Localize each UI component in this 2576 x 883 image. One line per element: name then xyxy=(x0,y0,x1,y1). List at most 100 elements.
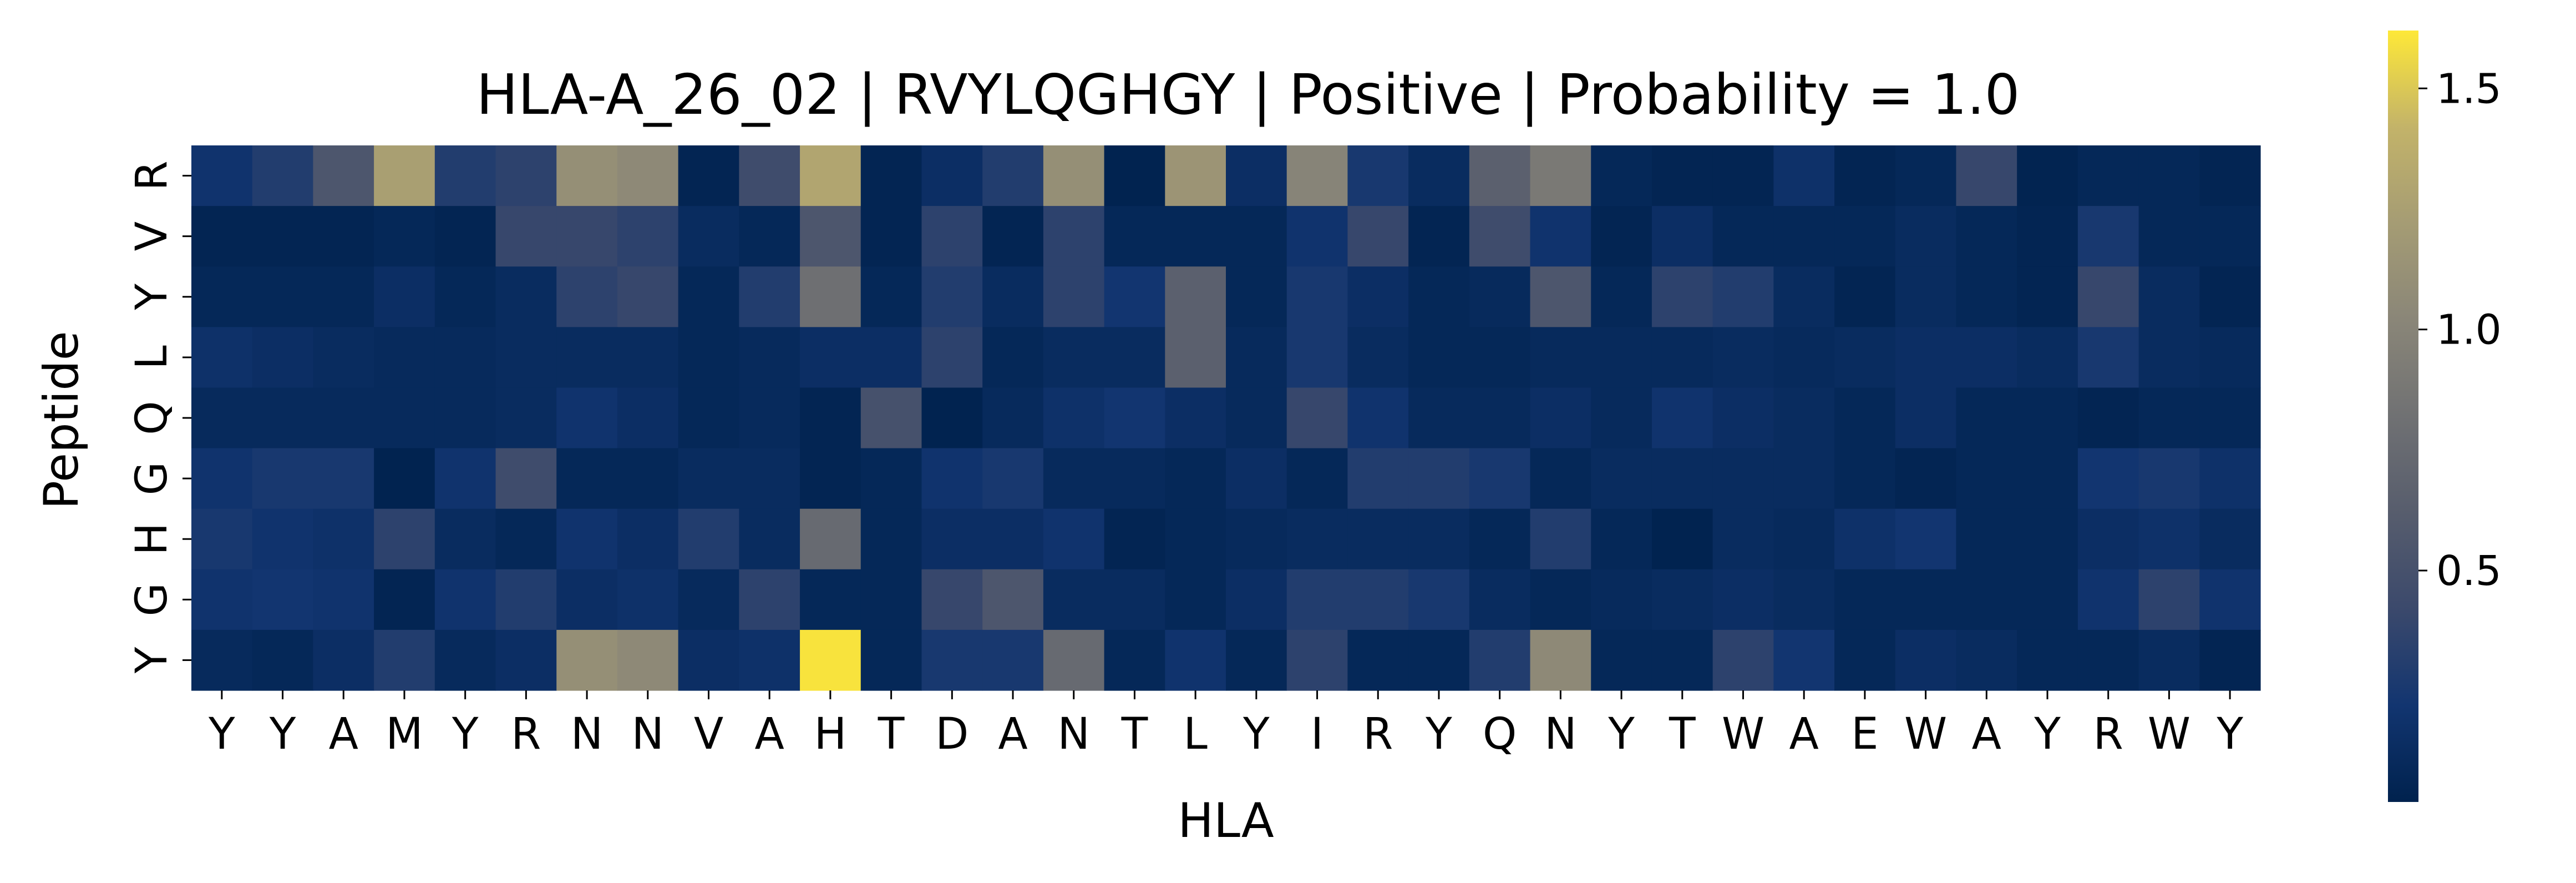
heatmap-cell xyxy=(374,206,435,267)
heatmap-cell xyxy=(1651,448,1713,509)
heatmap-cell xyxy=(1530,508,1591,570)
heatmap-cell xyxy=(1834,508,1896,570)
heatmap-cell xyxy=(1773,387,1835,449)
heatmap-cell xyxy=(1043,206,1105,267)
heatmap-cell xyxy=(1408,448,1470,509)
heatmap-cell xyxy=(860,569,922,630)
heatmap-cells xyxy=(191,145,2261,691)
x-tick-label: A xyxy=(1789,709,1819,759)
heatmap-cell xyxy=(434,569,496,630)
heatmap-cell xyxy=(1591,448,1652,509)
heatmap-cell xyxy=(1895,629,1957,691)
heatmap-cell xyxy=(1895,327,1957,388)
heatmap-cell xyxy=(313,145,374,206)
heatmap-cell xyxy=(1651,266,1713,327)
heatmap-cell xyxy=(1104,569,1165,630)
heatmap-cell xyxy=(1591,266,1652,327)
heatmap-cell xyxy=(313,569,374,630)
heatmap-cell xyxy=(1104,206,1165,267)
heatmap-cell xyxy=(1043,327,1105,388)
heatmap-cell xyxy=(2077,448,2139,509)
y-tick-label: L xyxy=(127,345,177,370)
heatmap-cell xyxy=(1469,327,1531,388)
heatmap-cell xyxy=(1651,508,1713,570)
heatmap-cell xyxy=(1530,629,1591,691)
heatmap-cell xyxy=(1834,266,1896,327)
y-axis-label: Peptide xyxy=(34,331,89,509)
y-tick-label: V xyxy=(127,221,177,251)
x-tick-label: Y xyxy=(1425,709,1452,759)
heatmap-cell xyxy=(1165,508,1226,570)
colorbar-ticks: 0.5 1.0 1.5 xyxy=(2418,65,2502,595)
heatmap-cell xyxy=(678,508,739,570)
heatmap-cell xyxy=(2077,569,2139,630)
heatmap-cell xyxy=(374,629,435,691)
heatmap-cell xyxy=(1408,629,1470,691)
heatmap-cell xyxy=(2199,266,2261,327)
heatmap-cell xyxy=(374,327,435,388)
heatmap-cell xyxy=(1226,508,1287,570)
x-tick-label: N xyxy=(632,709,664,759)
heatmap-cell xyxy=(2138,145,2200,206)
heatmap-cell xyxy=(1712,387,1774,449)
heatmap-cell xyxy=(495,629,557,691)
heatmap-cell xyxy=(434,629,496,691)
heatmap-cell xyxy=(1165,629,1226,691)
heatmap-cell xyxy=(2017,327,2078,388)
heatmap-cell xyxy=(1651,387,1713,449)
x-tick-label: N xyxy=(1544,709,1576,759)
heatmap-cell xyxy=(860,629,922,691)
x-tick-label: A xyxy=(998,709,1027,759)
heatmap-cell xyxy=(556,327,618,388)
heatmap-cell xyxy=(921,508,983,570)
heatmap-cell xyxy=(1286,327,1348,388)
heatmap-cell xyxy=(1226,387,1287,449)
heatmap-cell xyxy=(556,629,618,691)
heatmap-cell xyxy=(1530,569,1591,630)
heatmap-cell xyxy=(1104,448,1165,509)
heatmap-cell xyxy=(617,206,679,267)
heatmap-cell xyxy=(2077,387,2139,449)
heatmap-cell xyxy=(374,266,435,327)
heatmap-cell xyxy=(2017,508,2078,570)
heatmap-cell xyxy=(617,508,679,570)
heatmap-cell xyxy=(860,448,922,509)
heatmap-cell xyxy=(1104,327,1165,388)
heatmap-cell xyxy=(1226,629,1287,691)
heatmap-cell xyxy=(1956,145,2017,206)
heatmap-cell xyxy=(1408,327,1470,388)
x-tick-label: A xyxy=(755,709,784,759)
heatmap-cell xyxy=(1469,508,1531,570)
heatmap-cell xyxy=(495,569,557,630)
heatmap-cell xyxy=(1408,145,1470,206)
x-axis-label: HLA xyxy=(1178,793,1274,849)
heatmap-cell xyxy=(1347,629,1409,691)
heatmap-cell xyxy=(191,508,253,570)
heatmap-cell xyxy=(1347,569,1409,630)
heatmap-cell xyxy=(1043,145,1105,206)
heatmap-cell xyxy=(1834,629,1896,691)
heatmap-cell xyxy=(313,327,374,388)
heatmap-cell xyxy=(617,569,679,630)
heatmap-cell xyxy=(982,206,1044,267)
heatmap-cell xyxy=(921,569,983,630)
heatmap-cell xyxy=(617,448,679,509)
heatmap-cell xyxy=(1591,629,1652,691)
heatmap-cell xyxy=(982,629,1044,691)
heatmap-cell xyxy=(1043,569,1105,630)
heatmap-cell xyxy=(1165,145,1226,206)
heatmap-cell xyxy=(678,569,739,630)
heatmap-cell xyxy=(2138,266,2200,327)
heatmap-cell xyxy=(1712,448,1774,509)
heatmap-cell xyxy=(2017,206,2078,267)
heatmap-cell xyxy=(2077,145,2139,206)
heatmap-cell xyxy=(739,629,800,691)
heatmap-cell xyxy=(495,327,557,388)
heatmap-cell xyxy=(1347,508,1409,570)
heatmap-cell xyxy=(1165,266,1226,327)
chart-title: HLA-A_26_02 | RVYLQGHGY | Positive | Pro… xyxy=(476,62,2020,127)
heatmap-cell xyxy=(800,569,861,630)
heatmap-cell xyxy=(1469,206,1531,267)
heatmap-cell xyxy=(252,327,314,388)
